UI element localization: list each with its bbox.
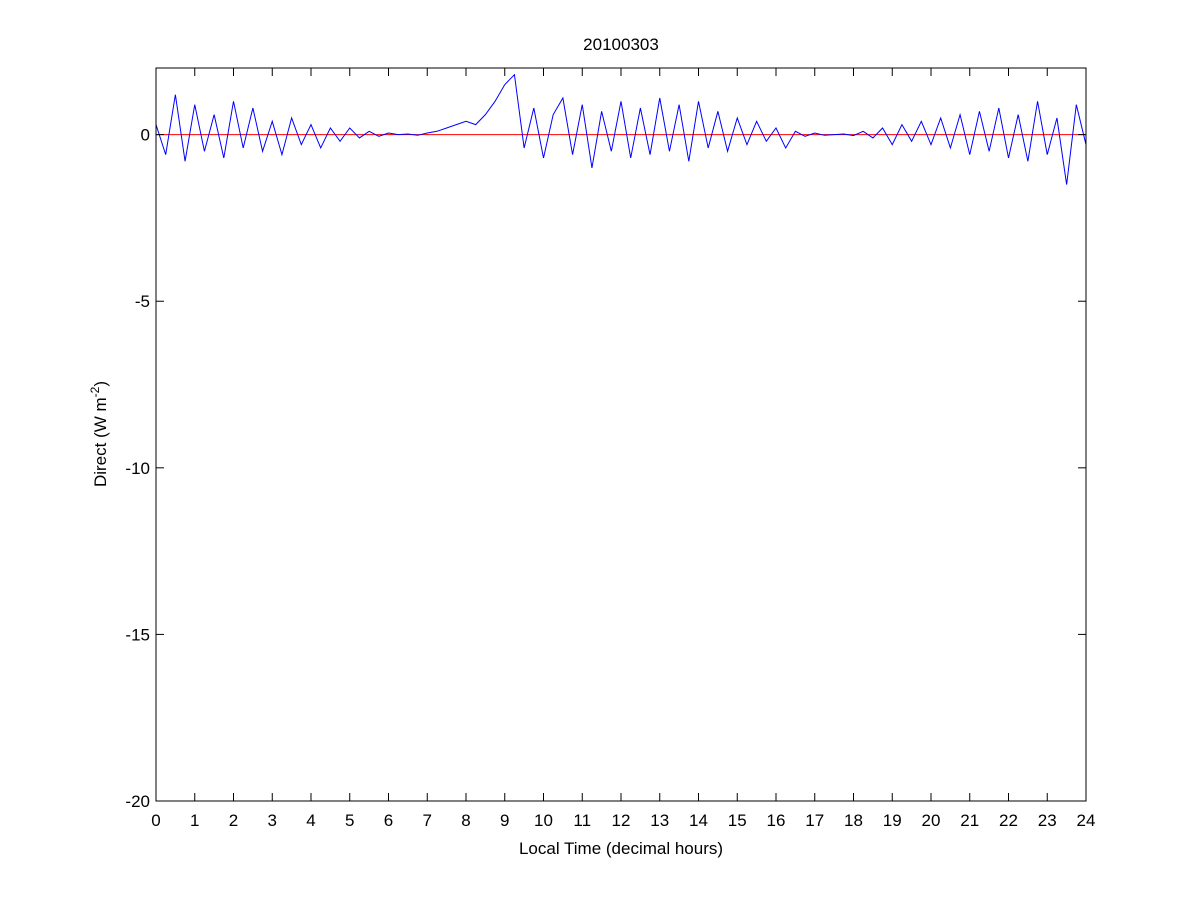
x-tick-label: 23 — [1038, 811, 1057, 830]
y-axis-label: Direct (W m-2) — [88, 381, 110, 487]
x-tick-label: 7 — [423, 811, 432, 830]
x-tick-label: 19 — [883, 811, 902, 830]
y-tick-label: -10 — [125, 459, 150, 478]
x-tick-label: 3 — [268, 811, 277, 830]
data-line — [156, 73, 1086, 185]
plot-area — [156, 68, 1086, 801]
x-tick-label: 20 — [922, 811, 941, 830]
y-tick-label: -5 — [135, 292, 150, 311]
chart-title: 20100303 — [583, 35, 659, 54]
y-label-sup: -2 — [88, 386, 102, 397]
y-label-suffix: ) — [91, 381, 110, 387]
x-tick-label: 17 — [805, 811, 824, 830]
x-tick-label: 22 — [999, 811, 1018, 830]
x-tick-label: 15 — [728, 811, 747, 830]
x-tick-label: 6 — [384, 811, 393, 830]
x-tick-label: 24 — [1077, 811, 1096, 830]
x-tick-label: 10 — [534, 811, 553, 830]
x-tick-label: 9 — [500, 811, 509, 830]
x-tick-label: 11 — [573, 811, 591, 830]
x-tick-label: 13 — [650, 811, 669, 830]
x-tick-label: 14 — [689, 811, 708, 830]
x-tick-label: 4 — [306, 811, 315, 830]
x-axis-label: Local Time (decimal hours) — [519, 839, 723, 858]
x-tick-label: 8 — [461, 811, 470, 830]
x-tick-label: 21 — [960, 811, 979, 830]
x-tick-label: 2 — [229, 811, 238, 830]
x-tick-label: 18 — [844, 811, 863, 830]
x-tick-label: 1 — [190, 811, 199, 830]
x-tick-label: 12 — [612, 811, 631, 830]
y-tick-label: -15 — [125, 625, 150, 644]
y-tick-label: -20 — [125, 792, 150, 811]
y-tick-label: 0 — [141, 126, 150, 145]
x-tick-label: 5 — [345, 811, 354, 830]
x-tick-label: 16 — [767, 811, 786, 830]
y-label-text: Direct (W m — [91, 397, 110, 487]
x-tick-label: 0 — [151, 811, 160, 830]
